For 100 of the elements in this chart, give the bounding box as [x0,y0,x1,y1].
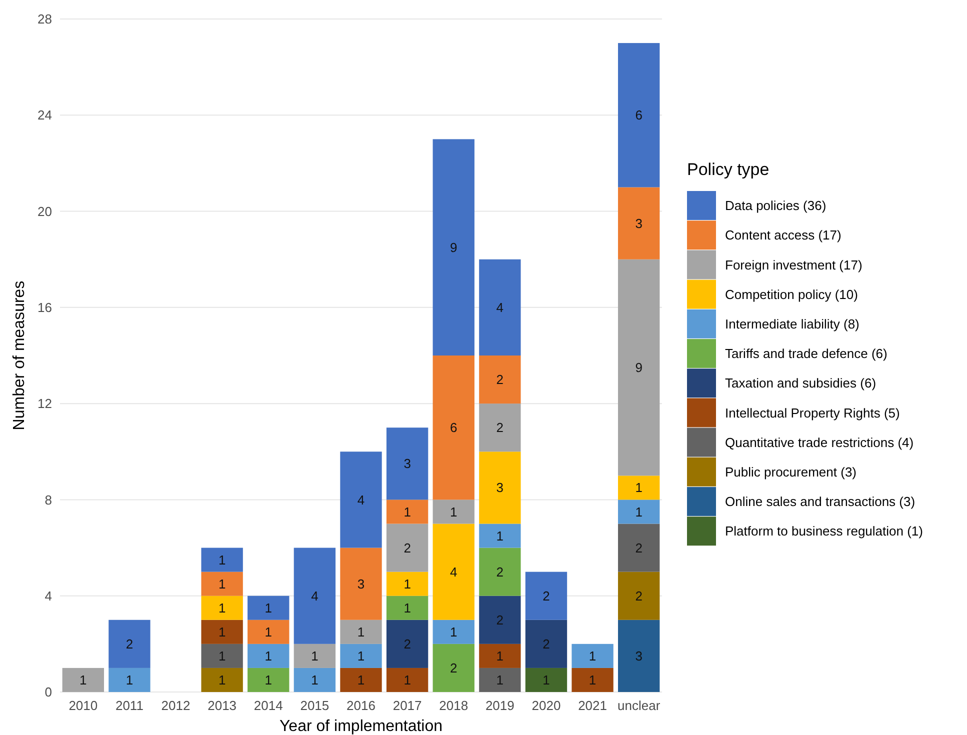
data-label: 1 [218,648,226,664]
bar [479,259,521,356]
bar [618,43,660,188]
bar [294,548,336,644]
y-tick-label: 4 [44,588,52,604]
y-tick-label: 28 [38,12,52,27]
data-label: 1 [404,600,411,616]
legend-label: Quantitative trade restrictions (4) [725,434,914,450]
bar [62,668,104,692]
data-label: 9 [450,240,458,255]
data-label: 1 [218,672,226,688]
bar [572,668,614,692]
x-tick-label: 2010 [68,698,98,713]
bar [572,644,614,668]
data-label: 2 [126,636,134,652]
data-label: 1 [264,624,272,640]
bar [479,668,521,692]
data-label: 1 [218,552,226,568]
data-label: 2 [496,372,504,388]
y-tick-label: 16 [38,300,52,315]
data-label: 1 [635,504,642,520]
bar [432,620,474,644]
legend-label: Data policies (36) [725,198,826,214]
bar [479,548,521,596]
data-label: 2 [496,612,504,628]
bar [618,572,660,620]
data-label: 1 [126,672,134,688]
bar [618,524,660,572]
bar [294,644,336,668]
data-label: 1 [218,576,226,592]
bar [340,668,382,692]
data-label: 1 [357,672,365,688]
x-tick-label: unclear [618,698,661,713]
data-label: 2 [404,636,411,652]
y-tick-label: 12 [38,396,52,412]
data-label: 1 [588,648,596,664]
bar [479,524,521,548]
x-tick-label: 2012 [161,698,190,713]
y-tick-label: 24 [38,108,52,123]
bar [432,356,474,500]
data-label: 4 [450,564,458,580]
bar [386,524,428,572]
data-label: 2 [450,660,458,676]
data-label: 3 [357,576,365,592]
legend-label: Intermediate liability (8) [725,316,860,332]
data-label: 6 [450,420,458,436]
bar [386,500,428,524]
legend-label: Online sales and transactions (3) [725,494,916,510]
x-tick-label: 2015 [300,698,330,713]
bar [386,596,428,620]
legend-label: Competition policy (10) [725,286,858,302]
data-label: 1 [357,624,365,640]
data-label: 1 [264,600,272,616]
bar [201,620,243,644]
data-label: 2 [496,420,504,436]
data-label: 1 [264,648,272,664]
data-label: 9 [635,360,642,376]
data-label: 1 [450,504,458,520]
x-tick-label: 2018 [439,698,468,713]
bar [525,620,568,668]
bar [386,572,428,596]
bar [618,259,660,476]
legend-title: Policy type [687,160,770,179]
bar [386,428,428,500]
data-label: 1 [264,672,272,688]
data-label: 1 [542,672,550,688]
x-tick-label: 2017 [392,698,422,713]
data-label: 1 [496,528,504,544]
data-label: 1 [218,624,226,640]
bar [618,620,660,692]
data-label: 4 [496,300,504,315]
bar [525,572,568,620]
bar [340,452,382,548]
x-tick-label: 2014 [254,698,283,713]
bar [525,668,568,692]
bar [201,572,243,596]
x-tick-label: 2011 [115,698,144,713]
bar [386,620,428,668]
y-tick-label: 20 [38,204,52,219]
legend-label: Platform to business regulation (1) [725,524,923,539]
bar [340,620,382,644]
data-label: 1 [357,648,365,664]
bar [201,596,243,620]
data-label: 1 [635,480,642,496]
bar [248,644,290,668]
data-label: 2 [635,540,642,556]
bar [479,356,521,404]
data-label: 2 [496,564,504,580]
data-label: 6 [635,108,642,123]
bar [108,668,150,692]
bar [432,500,474,524]
x-tick-label: 2016 [346,698,376,713]
x-tick-label: 2021 [578,698,607,713]
data-label: 2 [542,588,550,604]
x-tick-label: 2013 [208,698,237,713]
bar [618,500,660,524]
bar [248,668,290,692]
data-label: 3 [635,216,642,231]
legend-label: Foreign investment (17) [725,257,862,272]
bar [201,644,243,668]
